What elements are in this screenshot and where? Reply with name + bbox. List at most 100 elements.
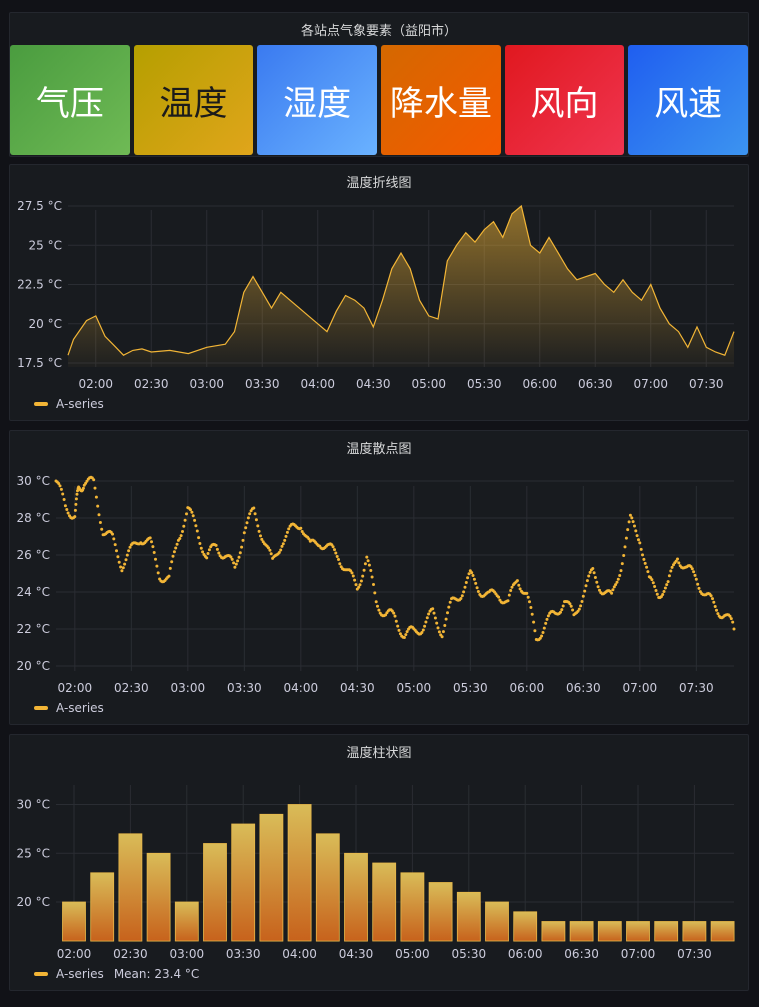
row-title: 各站点气象要素（益阳市） — [300, 24, 457, 39]
scatter-point — [463, 585, 467, 589]
scatter-chart[interactable]: 20 °C 22 °C 24 °C 26 °C 28 °C 30 °C 02:00 02:30… — [10, 431, 748, 696]
scatter-point — [94, 495, 98, 499]
scatter-point — [715, 608, 718, 612]
scatter-point — [665, 583, 669, 587]
scatter-chart-title[interactable]: 温度散点图 — [346, 442, 412, 457]
scatter-point — [358, 583, 362, 587]
tile-wind-direction[interactable]: 风向 — [504, 45, 625, 155]
scatter-point — [433, 616, 437, 620]
scatter-point — [151, 545, 155, 549]
bar — [90, 872, 115, 942]
scatter-point — [148, 536, 152, 540]
scatter-point — [285, 530, 289, 534]
scatter-point — [544, 621, 548, 625]
line-chart[interactable]: 17.5 °C 20 °C 22.5 °C 25 °C 27.5 °C 02:00 02:3… — [10, 165, 748, 390]
scatter-point — [331, 545, 335, 549]
tile-humidity[interactable]: 湿度 — [257, 45, 378, 155]
scatter-point — [642, 557, 646, 561]
scatter-point — [178, 537, 182, 540]
scatter-point — [279, 548, 283, 552]
scatter-point — [396, 624, 400, 628]
scatter-point — [283, 538, 287, 542]
x-tick-label: 07:30 — [689, 377, 724, 390]
scatter-point — [96, 504, 100, 508]
scatter-point — [444, 617, 448, 621]
bar-chart[interactable]: 20 °C 25 °C 30 °C 02:00 02:30 03:00 03:30 04:00… — [10, 735, 748, 965]
scatter-point — [497, 595, 501, 599]
bar — [146, 852, 171, 942]
scatter-point — [631, 520, 635, 524]
bar-legend[interactable]: A-series Mean: 23.4 °C — [34, 967, 199, 981]
bar — [372, 862, 397, 942]
bar — [456, 891, 481, 942]
line-legend[interactable]: A-series — [34, 397, 104, 411]
scatter-point — [728, 614, 732, 618]
scatter-point — [256, 524, 260, 528]
scatter-point — [627, 520, 631, 524]
scatter-point — [655, 592, 659, 596]
x-tick-label: 07:30 — [679, 681, 714, 695]
y-tick-label: 20 °C — [29, 317, 62, 331]
scatter-point — [694, 577, 698, 581]
legend-series-name: A-series — [56, 701, 104, 715]
tile-precipitation[interactable]: 降水量 — [381, 45, 501, 155]
bar — [174, 901, 199, 942]
scatter-legend[interactable]: A-series — [34, 701, 104, 715]
x-tick-label: 06:00 — [522, 377, 557, 390]
scatter-point — [560, 608, 564, 612]
scatter-point — [59, 487, 63, 491]
scatter-point — [195, 529, 199, 533]
series-swatch-icon — [34, 402, 48, 406]
scatter-point — [234, 562, 238, 566]
scatter-point — [641, 553, 644, 557]
scatter-point — [529, 606, 533, 609]
scatter-point — [81, 486, 85, 490]
scatter-point — [372, 583, 375, 586]
scatter-point — [377, 608, 381, 612]
scatter-point — [230, 557, 234, 561]
tile-temperature[interactable]: 温度 — [133, 45, 254, 155]
scatter-point — [351, 574, 355, 578]
y-tick-label: 27.5 °C — [17, 199, 62, 213]
line-chart-title[interactable]: 温度折线图 — [346, 176, 412, 191]
scatter-point — [237, 555, 241, 559]
x-tick-label: 04:00 — [300, 377, 335, 390]
scatter-point — [467, 572, 471, 576]
scatter-point — [638, 541, 642, 545]
scatter-point — [443, 624, 447, 627]
scatter-point — [571, 608, 575, 612]
scatter-point — [731, 620, 735, 624]
x-tick-label: 04:30 — [339, 947, 374, 961]
scatter-point — [120, 569, 124, 573]
scatter-point — [125, 553, 129, 557]
scatter-point — [398, 632, 402, 636]
x-tick-label: 03:30 — [245, 377, 280, 390]
scatter-point — [357, 585, 361, 589]
scatter-point — [97, 513, 101, 517]
scatter-point — [248, 512, 252, 516]
bar-chart-title[interactable]: 温度柱状图 — [346, 746, 412, 761]
scatter-point — [238, 551, 242, 555]
scatter-point — [185, 512, 188, 516]
bar — [626, 921, 650, 942]
scatter-point — [615, 580, 619, 584]
scatter-point — [595, 580, 599, 584]
scatter-point — [579, 604, 583, 608]
scatter-point — [259, 534, 262, 538]
scatter-point — [100, 527, 104, 531]
x-tick-label: 02:00 — [57, 947, 92, 961]
scatter-point — [366, 559, 370, 563]
scatter-point — [267, 546, 270, 550]
tile-wind-speed[interactable]: 风速 — [628, 45, 749, 155]
scatter-point — [128, 545, 132, 549]
scatter-point — [206, 552, 210, 555]
scatter-point — [405, 630, 409, 634]
scatter-point — [546, 614, 550, 618]
scatter-point — [189, 508, 192, 512]
tile-pressure[interactable]: 气压 — [10, 45, 130, 155]
scatter-point — [155, 564, 159, 568]
scatter-point — [74, 497, 78, 501]
scatter-point — [62, 498, 66, 501]
scatter-point — [229, 555, 233, 559]
scatter-point — [596, 585, 600, 589]
